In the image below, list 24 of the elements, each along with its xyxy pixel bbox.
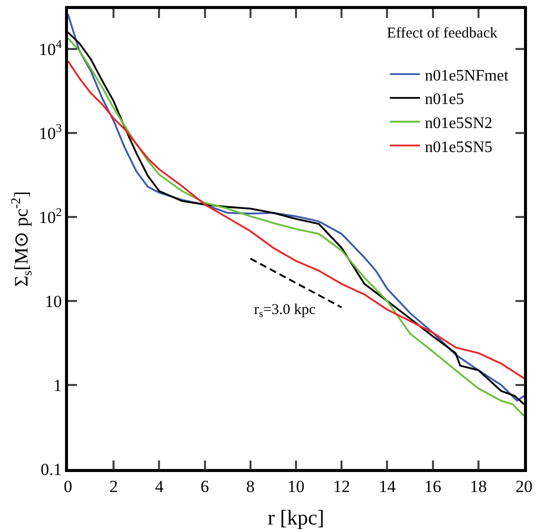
legend-label: n01e5 [424,91,464,108]
x-tick-label: 2 [109,477,118,496]
y-tick-label: 0.1 [40,460,62,479]
y-tick-label: 10 [44,292,62,311]
x-tick-label: 6 [200,477,210,496]
y-tick-label: 10$^{4}$ [38,36,62,60]
annotation: r$_{s}$=3.0 kpc [254,302,316,320]
x-tick-label: 4 [154,477,164,496]
x-tick-label: 18 [470,477,487,496]
x-axis-title: r [kpc] [268,505,324,530]
x-tick-label: 0 [64,477,72,496]
y-tick-label: 10$^{3}$ [38,120,62,144]
legend-label: n01e5NFmet [424,67,509,84]
y-tick-label: 10$^{2}$ [38,204,62,227]
legend-label: n01e5SN2 [424,114,492,132]
y-tick-label: 1 [53,376,62,395]
x-tick-label: 14 [378,477,396,496]
x-tick-label: 12 [333,477,350,496]
x-tick-label: 20 [516,477,532,496]
legend-label: n01e5SN5 [424,138,492,156]
x-tick-label: 8 [246,477,255,496]
legend-title: Effect of feedback [386,26,498,42]
x-tick-label: 10 [288,477,304,496]
x-tick-label: 16 [424,477,442,496]
